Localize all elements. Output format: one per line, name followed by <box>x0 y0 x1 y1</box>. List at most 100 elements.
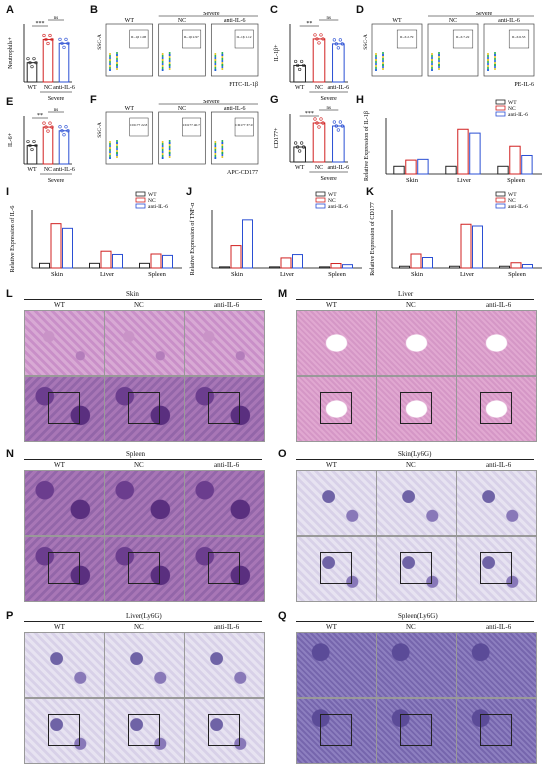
y-axis-label: SSC-A <box>363 34 369 50</box>
panel-label-e: E <box>6 96 14 108</box>
tick-label: anti-IL-6 <box>328 85 350 91</box>
micrograph-zoom <box>24 632 105 698</box>
flow-event <box>221 54 224 56</box>
flow-event <box>375 65 377 67</box>
flow-event <box>431 65 433 67</box>
data-point <box>30 147 34 152</box>
flow-event <box>494 66 496 68</box>
legend-swatch <box>135 197 146 203</box>
micrograph-overview <box>296 698 377 764</box>
flow-b: IL-1β 1.08 WT IL-1β 2.97 NC IL-1β 1.12 anti-I… <box>96 11 266 92</box>
flow-event <box>431 55 433 57</box>
bar <box>219 266 230 269</box>
data-point <box>44 37 48 42</box>
flow-event <box>168 58 171 60</box>
tick-label: Liver <box>280 271 295 278</box>
flow-event <box>431 57 433 59</box>
zoom-box <box>400 714 432 746</box>
legend-swatch <box>495 111 506 117</box>
micrograph-overview <box>24 698 105 764</box>
micrograph-zoom <box>104 310 185 376</box>
column-label: anti-IL-6 <box>224 106 246 112</box>
flow-event <box>221 148 224 150</box>
flow-event <box>168 154 171 156</box>
data-point <box>315 37 319 41</box>
data-point <box>28 61 32 65</box>
data-point <box>28 143 32 148</box>
data-point <box>46 129 50 133</box>
flow-event <box>161 65 164 67</box>
x-axis-label: FITC-IL-1β <box>229 82 258 88</box>
tick-label: Skin <box>406 177 419 184</box>
y-axis-label: SSC-A <box>97 34 103 50</box>
flow-event <box>382 56 384 58</box>
bar <box>42 38 54 83</box>
legend-swatch <box>135 191 146 197</box>
flow-event <box>214 141 217 143</box>
chart-a: Neutrophils+ WT NC anti-IL-6 Severe *** ns <box>8 16 75 102</box>
flow-event <box>214 61 217 63</box>
column-label: WT <box>326 623 337 631</box>
data-point <box>64 125 68 129</box>
data-point <box>334 124 338 128</box>
tick-label: Skin <box>231 271 244 278</box>
zoom-box <box>480 552 512 584</box>
column-label: anti-IL-6 <box>498 18 520 24</box>
micrograph-zoom <box>296 310 377 376</box>
gate-label: IL-6 2.79 <box>400 35 413 39</box>
data-point <box>48 33 52 38</box>
bar <box>58 42 70 83</box>
flow-event <box>438 64 440 66</box>
column-label: anti-IL-6 <box>486 301 512 309</box>
flow-event <box>161 151 164 153</box>
flow-event <box>161 145 164 147</box>
bar <box>280 257 292 269</box>
gate-label: IL-6 7.22 <box>456 35 469 39</box>
panel-title: Liver <box>398 290 414 298</box>
bar <box>139 262 150 269</box>
gate <box>508 29 530 49</box>
flow-event <box>168 56 171 58</box>
panel-label-k: K <box>366 186 374 198</box>
flow-event <box>382 54 384 56</box>
legend-swatch <box>135 203 146 209</box>
flow-event <box>221 56 224 58</box>
bar <box>269 266 280 269</box>
zoom-box <box>128 714 160 746</box>
flow-plot <box>105 23 154 77</box>
data-point <box>32 139 36 144</box>
column-label: anti-IL-6 <box>224 18 246 24</box>
flow-event <box>438 62 440 64</box>
flow-event <box>168 144 171 146</box>
flow-event <box>161 155 164 157</box>
flow-event <box>168 52 171 54</box>
flow-event <box>382 66 384 68</box>
flow-event <box>161 67 164 69</box>
flow-event <box>431 59 433 61</box>
micrograph-zoom <box>24 470 105 536</box>
y-axis-label: Relative Expression of CD177 <box>369 202 376 276</box>
bar <box>293 146 306 163</box>
tick-label: NC <box>315 85 323 91</box>
bar <box>405 159 417 175</box>
data-point <box>317 125 321 129</box>
flow-event <box>116 64 118 66</box>
flow-event <box>116 152 118 154</box>
flow-event <box>116 150 118 152</box>
panel-title: Spleen(Ly6G) <box>398 612 438 620</box>
flow-event <box>438 68 440 70</box>
bar <box>497 165 509 175</box>
flow-event <box>168 152 171 154</box>
flow-event <box>221 52 224 54</box>
tick-label: WT <box>295 165 305 171</box>
sig-label: ns <box>326 106 331 111</box>
tick-label: Liver <box>100 271 115 278</box>
column-label: WT <box>326 301 337 309</box>
flow-event <box>116 62 118 64</box>
zoom-box <box>480 714 512 746</box>
flow-event <box>487 57 489 59</box>
panel-label-j: J <box>186 186 193 198</box>
data-point <box>332 38 336 42</box>
bar <box>242 219 253 269</box>
flow-event <box>168 64 171 66</box>
